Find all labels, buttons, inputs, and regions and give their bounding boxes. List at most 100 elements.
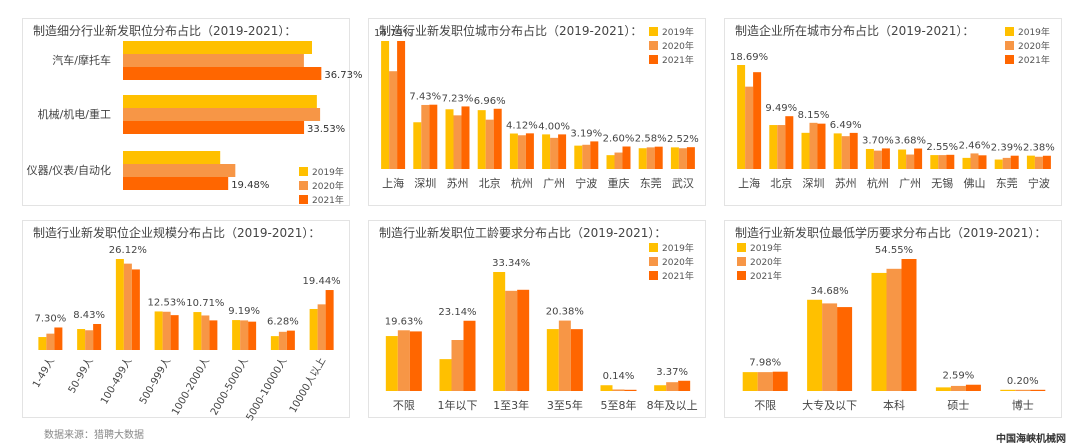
bar [817,123,826,169]
bar [445,109,454,169]
bar [385,336,398,391]
chart-title: 制造行业新发职位企业规模分布占比（2019-2021）： [33,226,321,240]
bar [678,380,691,391]
chart-panel-company-city: 制造企业所在城市分布占比（2019-2021）： 18.69% 上海 9.49% 北京… [724,18,1062,206]
chart-title: 制造行业新发职位城市分布占比（2019-2021）： [379,24,643,38]
bar [841,136,850,169]
chart-panel-job-city: 制造行业新发职位城市分布占比（2019-2021）： 14.79% 上海 7.43%… [368,18,706,206]
legend-swatch [1005,55,1014,64]
bar [1026,155,1035,169]
bar [409,331,422,391]
bar [123,67,322,80]
bar [286,330,295,350]
bar [477,110,486,169]
bar [745,86,754,169]
bar [525,133,534,169]
company-city-bar-chart: 18.69% 上海 9.49% 北京 8.15% 深圳 6.49% 苏州 3.70% 杭州 3.68… [730,26,1055,190]
watermark: 中国海峡机械网 [996,434,1066,445]
legend-swatch [299,181,308,190]
bar [1010,155,1019,169]
tick-label: 苏州 [835,177,857,190]
bar [737,65,746,169]
tick-label: 杭州 [511,176,533,190]
data-label: 12.53% [148,297,186,308]
legend-swatch [649,243,658,252]
bar [123,151,221,164]
bar [978,155,987,169]
data-label: 2.60% [603,133,635,144]
tick-label: 北京 [770,176,792,190]
legend-label: 2019年 [662,26,694,38]
legend-label: 2020年 [662,256,694,268]
legend-label: 2020年 [662,40,694,52]
legend-label: 2020年 [1018,40,1050,52]
bar [558,134,567,169]
bar [397,330,410,391]
bar [453,115,462,169]
legend-swatch [649,257,658,266]
bar [325,290,334,350]
bar [769,125,778,169]
data-label: 0.20% [1007,376,1039,387]
data-source-note: 数据来源：猎聘大数据 [44,430,144,441]
data-label: 2.52% [667,134,699,145]
data-label: 4.12% [506,120,538,131]
bar [600,385,613,391]
chart-title: 制造行业新发职位工龄要求分布占比（2019-2021）： [379,226,667,240]
bar [550,137,559,169]
bar [463,320,476,391]
bar [670,147,679,169]
bar [123,95,317,108]
bar [582,144,591,169]
data-label: 19.44% [303,276,341,287]
bar [123,108,321,121]
legend-swatch [1005,27,1014,36]
bar [881,148,890,169]
bar [807,299,823,391]
tick-label: 宁波 [1028,176,1050,190]
bar [123,121,305,134]
bar [614,152,623,169]
bar [542,134,551,169]
legend-label: 2021年 [750,270,782,282]
legend-label: 2020年 [750,256,782,268]
legend-swatch [737,243,746,252]
tick-label: 北京 [479,176,501,190]
tick-label: 深圳 [414,177,436,190]
tick-label: 大专及以下 [802,398,857,412]
tick-label: 硕士 [947,399,969,412]
bar [46,333,55,350]
tick-label: 东莞 [640,177,662,190]
bar [1042,155,1051,169]
data-label: 3.68% [894,136,926,147]
bar [77,329,86,350]
bar [946,154,955,169]
data-label: 6.28% [267,317,299,328]
bar [757,372,773,391]
chart-panel-education: 制造行业新发职位最低学历要求分布占比（2019-2021）： 7.98% 不限 34… [724,220,1062,418]
tick-label: 1年以下 [438,398,478,412]
tick-label: 8年及以上 [647,398,698,412]
tick-label: 1000-2000人 [169,356,212,418]
tick-label: 不限 [754,399,776,412]
chart-title: 制造行业新发职位最低学历要求分布占比（2019-2021）： [735,226,1047,240]
bar [517,289,530,391]
data-label: 8.15% [798,110,830,121]
bar [901,259,917,391]
tick-label: 5至8年 [601,398,637,412]
bar [873,150,882,169]
legend-swatch [649,55,658,64]
bar [421,104,430,169]
bar [85,330,94,350]
tick-label: 10000人以上 [287,356,328,416]
bar [232,320,241,350]
chart-panel-experience: 制造行业新发职位工龄要求分布占比（2019-2021）： 19.63% 不限 23.… [368,220,706,418]
legend-label: 2019年 [750,242,782,254]
bar [570,329,583,391]
bar [871,272,887,391]
bar [317,304,326,350]
category-label: 仪器/仪表/自动化 [27,163,111,177]
bar [849,132,858,169]
bar [493,108,502,169]
bar [742,372,758,391]
